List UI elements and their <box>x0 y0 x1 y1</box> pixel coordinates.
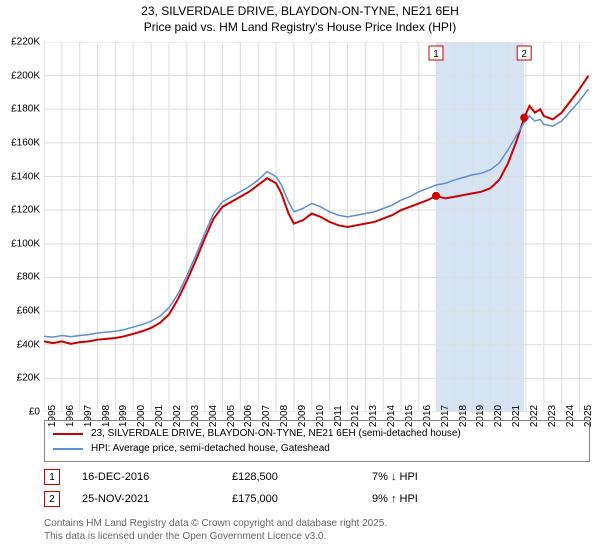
chart-svg: 12 <box>44 42 592 412</box>
title-line-1: 23, SILVERDALE DRIVE, BLAYDON-ON-TYNE, N… <box>0 4 600 20</box>
y-tick-label: £60K <box>17 306 40 317</box>
sale-marker-table: 1 16-DEC-2016£128,5007% ↓ HPI 2 25-NOV-2021… <box>44 466 590 510</box>
y-tick-label: £220K <box>11 37 40 48</box>
sale-marker-row: 2 25-NOV-2021£175,0009% ↑ HPI <box>44 488 590 510</box>
legend-label: 23, SILVERDALE DRIVE, BLAYDON-ON-TYNE, N… <box>91 428 461 439</box>
chart-area: 12 <box>44 42 592 412</box>
legend-row: HPI: Average price, semi-detached house,… <box>53 441 581 456</box>
y-tick-label: £80K <box>17 272 40 283</box>
legend: 23, SILVERDALE DRIVE, BLAYDON-ON-TYNE, N… <box>44 420 590 462</box>
chart-container: 23, SILVERDALE DRIVE, BLAYDON-ON-TYNE, N… <box>0 0 600 560</box>
legend-swatch <box>53 433 83 435</box>
sale-date: 25-NOV-2021 <box>82 493 232 505</box>
sale-hpi-delta: 9% ↑ HPI <box>372 493 492 505</box>
sale-hpi-delta: 7% ↓ HPI <box>372 471 492 483</box>
footer-attribution: Contains HM Land Registry data © Crown c… <box>44 518 387 543</box>
y-tick-label: £200K <box>11 70 40 81</box>
sale-price: £128,500 <box>232 471 372 483</box>
y-tick-label: £40K <box>17 339 40 350</box>
svg-text:2: 2 <box>521 49 527 60</box>
legend-row: 23, SILVERDALE DRIVE, BLAYDON-ON-TYNE, N… <box>53 426 581 441</box>
y-tick-label: £100K <box>11 238 40 249</box>
footer-line-1: Contains HM Land Registry data © Crown c… <box>44 518 387 531</box>
sale-marker-badge: 2 <box>44 491 60 507</box>
sale-date: 16-DEC-2016 <box>82 471 232 483</box>
footer-line-2: This data is licensed under the Open Gov… <box>44 531 387 544</box>
y-tick-label: £160K <box>11 137 40 148</box>
title-line-2: Price paid vs. HM Land Registry's House … <box>0 20 600 36</box>
y-tick-label: £0 <box>29 407 40 418</box>
y-tick-label: £180K <box>11 104 40 115</box>
y-tick-label: £140K <box>11 171 40 182</box>
y-tick-label: £20K <box>17 373 40 384</box>
y-tick-label: £120K <box>11 205 40 216</box>
sale-marker-badge: 1 <box>44 469 60 485</box>
sale-price: £175,000 <box>232 493 372 505</box>
title-block: 23, SILVERDALE DRIVE, BLAYDON-ON-TYNE, N… <box>0 0 600 35</box>
legend-label: HPI: Average price, semi-detached house,… <box>91 443 330 454</box>
svg-text:1: 1 <box>433 49 439 60</box>
legend-swatch <box>53 448 83 450</box>
sale-marker-row: 1 16-DEC-2016£128,5007% ↓ HPI <box>44 466 590 488</box>
